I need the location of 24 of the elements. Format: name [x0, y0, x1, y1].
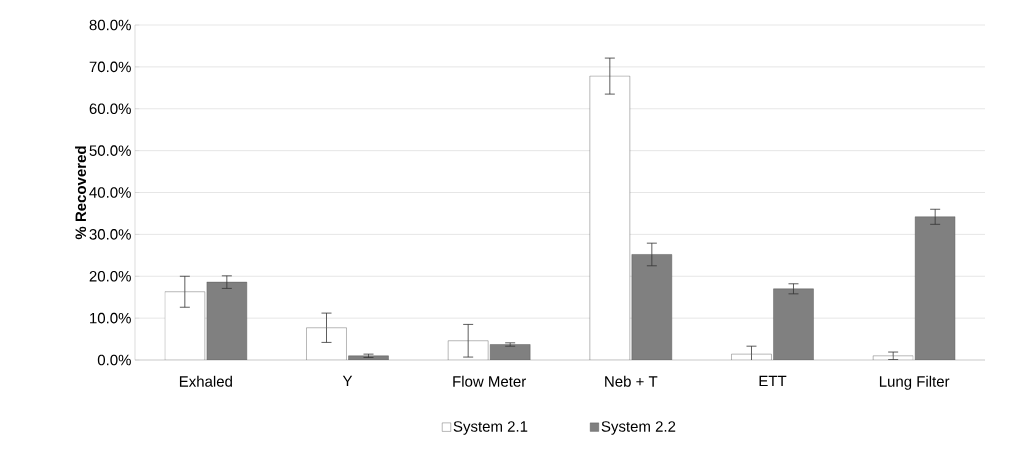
y-tick-label: 10.0%: [90, 312, 131, 324]
y-tick-label: 80.0%: [89, 19, 131, 31]
legend-label: System 2.1: [453, 421, 528, 435]
bar: [206, 281, 248, 360]
y-tick-label: 40.0%: [89, 187, 131, 198]
bar: [489, 344, 531, 360]
bar: [773, 288, 814, 360]
y-tick-label: 50.0%: [89, 145, 131, 156]
bar: [631, 254, 673, 360]
bar: [914, 216, 956, 360]
x-tick-label: Flow Meter: [453, 375, 526, 387]
x-tick-label: Exhaled: [179, 375, 232, 387]
y-tick-label: 70.0%: [89, 61, 131, 73]
y-tick-label: 0.0%: [97, 354, 131, 366]
x-tick-label: Neb + T: [605, 375, 658, 387]
y-tick-label: 60.0%: [89, 103, 131, 115]
y-tick-label: 20.0%: [89, 270, 131, 282]
y-axis-title: % Recovered: [75, 146, 87, 240]
x-tick-label: Y: [342, 375, 353, 387]
x-tick-label: Lung Filter: [879, 375, 950, 390]
bar: [872, 355, 914, 360]
y-tick-label: 30.0%: [89, 229, 131, 240]
x-tick-label: ETT: [759, 375, 787, 387]
legend-label: System 2.2: [601, 421, 676, 435]
